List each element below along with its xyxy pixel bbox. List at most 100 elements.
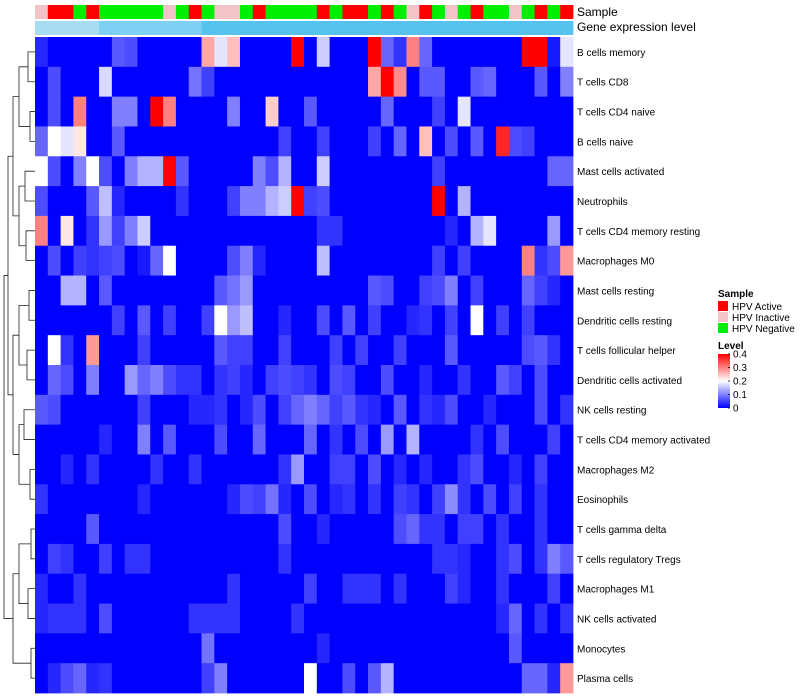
heatmap-cell bbox=[547, 663, 561, 694]
heatmap-cell bbox=[124, 603, 138, 634]
heatmap-cell bbox=[188, 245, 202, 276]
expression-annotation-cell bbox=[60, 21, 74, 35]
heatmap-cell bbox=[150, 484, 164, 515]
sample-annotation-cell bbox=[560, 5, 574, 19]
heatmap-cell bbox=[265, 37, 279, 68]
heatmap-cell bbox=[60, 663, 74, 694]
sample-annotation-cell bbox=[329, 5, 343, 19]
heatmap-cell bbox=[521, 454, 535, 485]
heatmap-cell bbox=[291, 424, 305, 455]
heatmap-cell bbox=[470, 543, 484, 575]
heatmap-cell bbox=[496, 603, 510, 634]
heatmap-cell bbox=[368, 245, 382, 276]
heatmap-cell bbox=[304, 245, 318, 276]
heatmap-cell bbox=[99, 126, 113, 157]
legend-level-colorbar bbox=[718, 354, 730, 408]
heatmap-cell bbox=[278, 215, 292, 247]
heatmap-cell bbox=[329, 215, 343, 247]
sample-annotation-cell bbox=[214, 5, 228, 19]
heatmap-cell bbox=[457, 633, 471, 664]
heatmap-cell bbox=[316, 156, 331, 187]
heatmap-cell bbox=[73, 215, 87, 247]
heatmap-cell bbox=[47, 156, 62, 187]
heatmap-cell bbox=[111, 215, 126, 247]
heatmap-cell bbox=[99, 514, 113, 545]
heatmap-cell bbox=[521, 633, 535, 664]
heatmap-cell bbox=[355, 663, 369, 694]
heatmap-cell bbox=[432, 156, 446, 187]
heatmap-cell bbox=[304, 275, 318, 306]
heatmap-cell bbox=[393, 335, 407, 366]
heatmap-cell bbox=[86, 514, 100, 545]
heatmap-cell bbox=[496, 633, 510, 664]
heatmap-cell bbox=[252, 186, 266, 217]
heatmap-cell bbox=[342, 275, 356, 306]
heatmap-cell bbox=[227, 573, 241, 604]
heatmap-cell bbox=[175, 156, 190, 187]
heatmap-cell bbox=[124, 514, 138, 545]
heatmap-cell bbox=[35, 543, 49, 575]
heatmap-cell bbox=[368, 394, 382, 426]
heatmap-cell bbox=[239, 394, 254, 426]
heatmap-cell bbox=[560, 126, 574, 157]
heatmap-cell bbox=[380, 335, 395, 366]
heatmap-cell bbox=[278, 37, 292, 68]
heatmap-cell bbox=[444, 186, 459, 217]
expression-annotation-cell bbox=[432, 21, 446, 35]
heatmap-cell bbox=[99, 186, 113, 217]
sample-annotation-cell bbox=[137, 5, 151, 19]
row-label: NK cells activated bbox=[577, 614, 656, 625]
heatmap-cell bbox=[214, 454, 228, 485]
heatmap-cell bbox=[304, 305, 318, 336]
heatmap-cell bbox=[60, 186, 74, 217]
heatmap-cell bbox=[201, 215, 215, 247]
heatmap-cell bbox=[304, 424, 318, 455]
heatmap-cell bbox=[432, 335, 446, 366]
heatmap-cell bbox=[419, 335, 433, 366]
heatmap-cell bbox=[47, 603, 62, 634]
dendrogram-branch bbox=[12, 334, 19, 455]
heatmap-cell bbox=[419, 633, 433, 664]
heatmap-cell bbox=[521, 245, 535, 276]
heatmap-cell bbox=[150, 305, 164, 336]
expression-annotation-cell bbox=[265, 21, 279, 35]
heatmap-cell bbox=[124, 305, 138, 336]
heatmap-cell bbox=[239, 215, 254, 247]
heatmap-cell bbox=[124, 365, 138, 396]
heatmap-cell bbox=[508, 275, 523, 306]
heatmap-cell bbox=[380, 66, 395, 98]
heatmap-cell bbox=[508, 37, 523, 68]
heatmap-cell bbox=[201, 573, 215, 604]
heatmap-cell bbox=[547, 454, 561, 485]
dendrogram-branch bbox=[28, 290, 35, 321]
heatmap-cell bbox=[150, 663, 164, 694]
heatmap-cell bbox=[406, 573, 420, 604]
heatmap-cell bbox=[291, 37, 305, 68]
heatmap-cell bbox=[35, 454, 49, 485]
heatmap-cell bbox=[496, 186, 510, 217]
expression-annotation-track bbox=[35, 21, 574, 35]
heatmap-cell bbox=[201, 514, 215, 545]
heatmap-cell bbox=[496, 245, 510, 276]
row-label: Neutrophils bbox=[577, 197, 628, 208]
sample-annotation-cell bbox=[175, 5, 190, 19]
heatmap-cell bbox=[457, 514, 471, 545]
legend-item-label: HPV Active bbox=[732, 302, 782, 313]
heatmap-cell bbox=[483, 186, 497, 217]
heatmap-cell bbox=[444, 335, 459, 366]
heatmap-cell bbox=[316, 245, 331, 276]
heatmap-cell bbox=[150, 126, 164, 157]
heatmap-cell bbox=[304, 454, 318, 485]
heatmap-cell bbox=[86, 603, 100, 634]
sample-annotation-cell bbox=[547, 5, 561, 19]
heatmap-cell bbox=[393, 186, 407, 217]
heatmap-cell bbox=[99, 603, 113, 634]
sample-annotation-cell bbox=[150, 5, 164, 19]
heatmap-cell bbox=[316, 603, 331, 634]
heatmap-cell bbox=[60, 126, 74, 157]
heatmap-cell bbox=[239, 37, 254, 68]
heatmap-cell bbox=[508, 573, 523, 604]
legend-swatch bbox=[718, 312, 728, 322]
sample-annotation-cell bbox=[265, 5, 279, 19]
row-label: T cells gamma delta bbox=[577, 525, 667, 536]
